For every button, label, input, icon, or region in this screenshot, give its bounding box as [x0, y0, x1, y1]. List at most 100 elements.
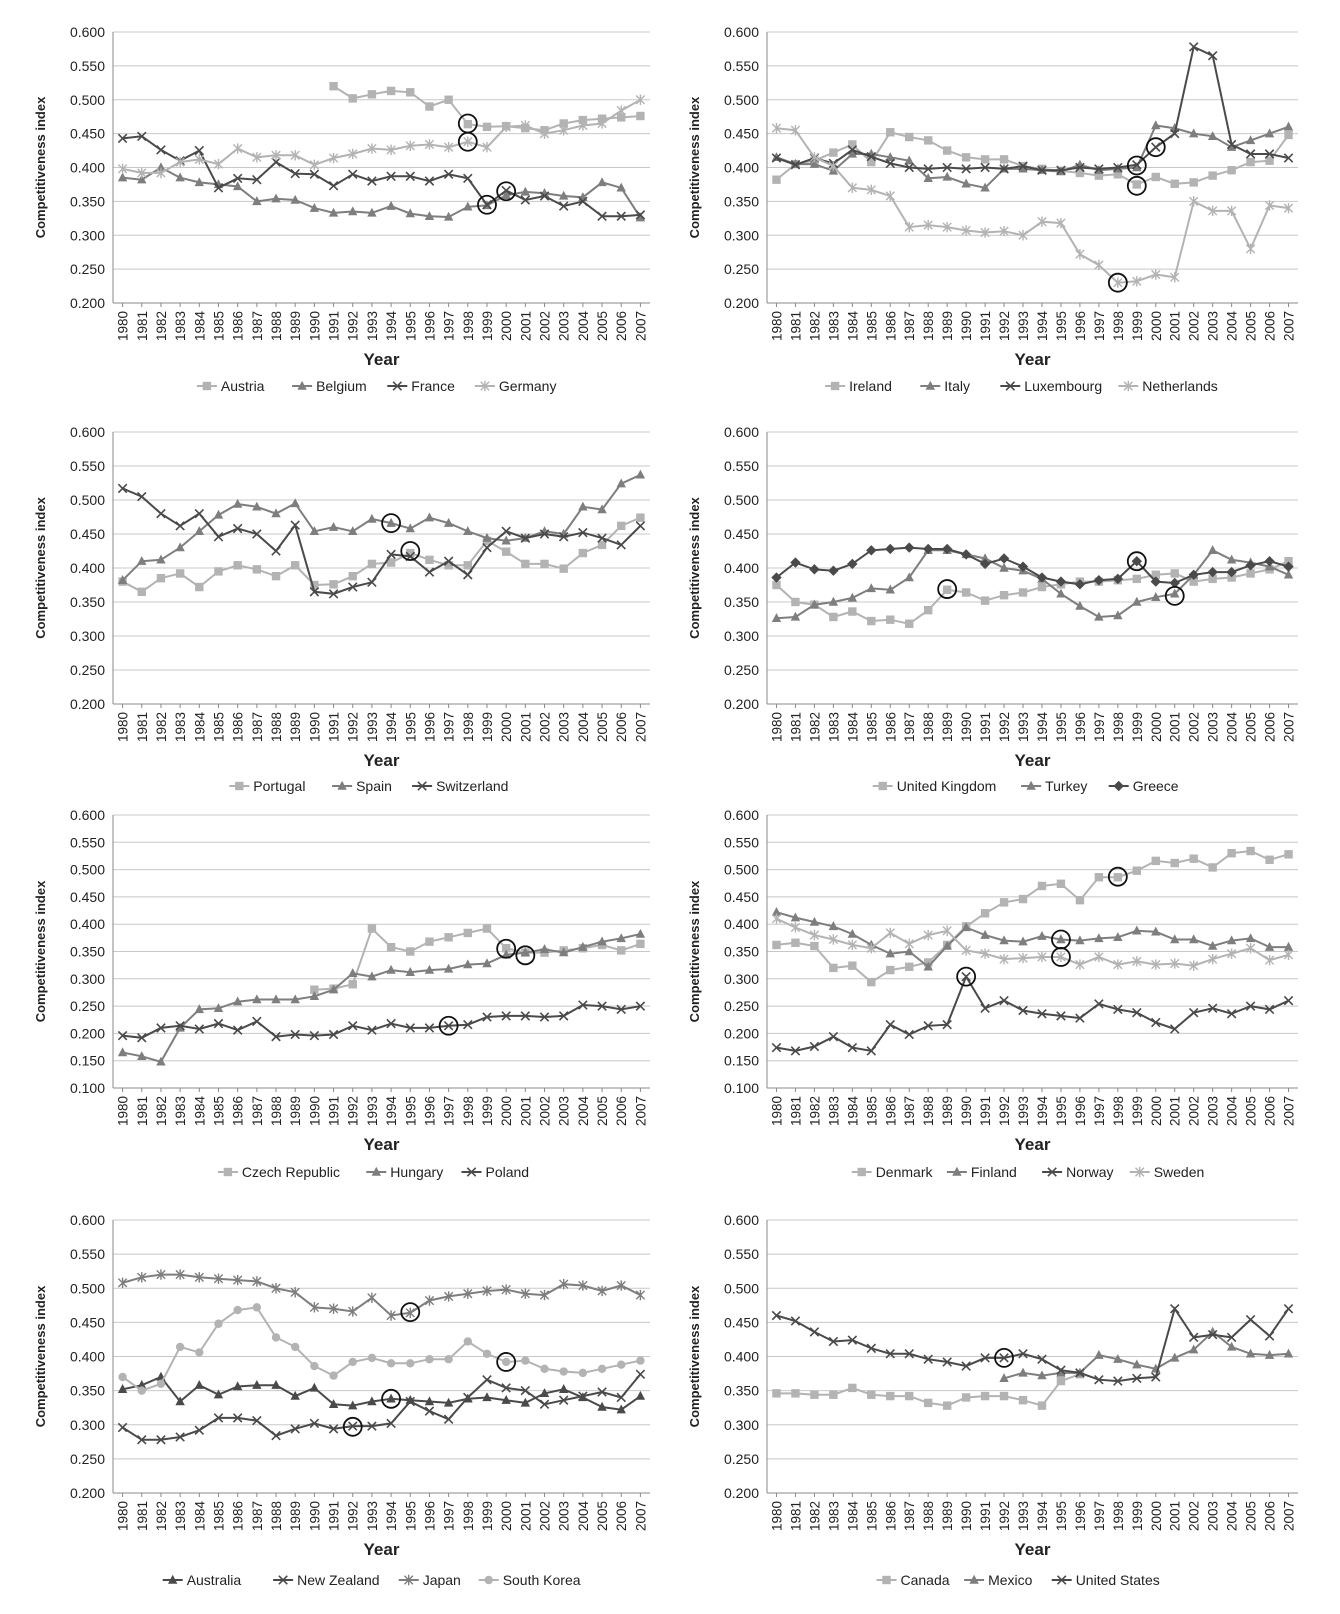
x-tick-label: 2005 [1244, 1096, 1259, 1126]
x-axis-title: Year [364, 1135, 400, 1154]
x-tick-label: 1994 [384, 311, 399, 342]
data-point [1226, 566, 1237, 578]
data-point [999, 562, 1009, 572]
data-point [1132, 160, 1142, 170]
x-tick-label: 1995 [1054, 712, 1069, 742]
data-point [635, 1289, 646, 1301]
data-point [904, 1349, 914, 1359]
data-point [463, 1392, 473, 1403]
data-point [1112, 573, 1124, 585]
x-tick-label: 1985 [211, 712, 226, 742]
y-tick-label: 0.250 [724, 1451, 759, 1467]
legend: United Kingdom Turkey Greece [872, 778, 1179, 794]
y-axis-title: Competitiveness index [33, 880, 48, 1022]
data-point [137, 1051, 147, 1061]
series-line [122, 516, 641, 593]
data-point [866, 184, 876, 196]
y-axis-title: Competitiveness index [687, 96, 702, 238]
y-tick-label: 0.250 [70, 998, 105, 1014]
legend-label: Hungary [390, 1164, 443, 1180]
data-point [790, 912, 801, 922]
x-tick-label: 1988 [921, 712, 936, 742]
data-point [175, 1020, 185, 1031]
data-point [367, 1396, 377, 1406]
highlight-circle [1126, 551, 1147, 572]
data-point [1018, 161, 1028, 171]
x-axis-title: Year [364, 751, 400, 770]
data-point [1018, 588, 1028, 597]
x-tick-label: 2001 [1168, 1501, 1183, 1531]
legend: Canada Mexico United States [876, 1572, 1160, 1588]
data-point [232, 1025, 243, 1035]
data-point [999, 898, 1009, 907]
data-point [1264, 1349, 1275, 1359]
y-tick-label: 0.450 [724, 889, 759, 905]
data-point [980, 1391, 990, 1401]
data-point [1056, 1011, 1066, 1021]
data-point [1245, 943, 1256, 954]
data-point [156, 1379, 166, 1389]
x-tick-label: 1989 [940, 712, 955, 742]
data-point [558, 1395, 569, 1405]
data-point [309, 1302, 320, 1313]
data-point [1208, 574, 1217, 584]
data-point [501, 185, 511, 196]
data-point [290, 194, 300, 204]
data-point [1036, 572, 1048, 583]
chart-panel-5: 0.100 0.150 0.200 0.250 0.300 0.350 0.400 0.450… [33, 807, 650, 1180]
data-point [175, 1432, 185, 1442]
data-point [1264, 149, 1275, 159]
x-tick-label: 1994 [384, 712, 399, 743]
data-point [213, 1389, 224, 1399]
x-tick-label: 1992 [997, 1096, 1012, 1126]
data-point [942, 162, 952, 173]
x-tick-label: 1983 [173, 1501, 188, 1531]
legend-swatch-marker [969, 1574, 979, 1584]
data-point [942, 221, 952, 233]
data-point [1246, 569, 1255, 578]
data-point [885, 927, 895, 939]
data-point [213, 1413, 224, 1423]
x-tick-label: 1996 [422, 1501, 437, 1531]
x-tick-label: 2003 [557, 311, 572, 341]
y-tick-label: 0.450 [70, 889, 105, 905]
data-point [1132, 1007, 1142, 1018]
y-tick-label: 0.400 [724, 1349, 759, 1365]
x-tick-label: 1986 [883, 1501, 898, 1531]
legend-swatch-marker [223, 1167, 233, 1177]
data-point [1170, 858, 1179, 868]
legend-swatch-marker [878, 781, 887, 791]
x-tick-label: 1994 [384, 1096, 399, 1127]
x-tick-label: 2002 [538, 712, 553, 742]
data-point [194, 526, 205, 535]
data-point [1075, 1368, 1085, 1378]
y-tick-label: 0.550 [724, 834, 759, 850]
x-tick-label: 1996 [1073, 712, 1088, 742]
series-canada [772, 1370, 1085, 1410]
data-point [1226, 554, 1237, 564]
highlight-circle [457, 131, 478, 152]
x-tick-label: 1980 [769, 1096, 784, 1126]
data-point [329, 82, 338, 91]
data-point [616, 1280, 626, 1291]
series-greece [771, 542, 1294, 590]
data-point [1283, 1303, 1294, 1314]
highlight-circle [381, 1388, 401, 1409]
x-tick-label: 2006 [614, 712, 629, 742]
data-point [558, 1384, 569, 1393]
data-point [790, 922, 801, 933]
series-line [122, 1003, 641, 1039]
data-point [923, 605, 933, 615]
y-tick-label: 0.550 [70, 1246, 105, 1262]
x-tick-label: 2003 [557, 1501, 572, 1531]
legend-label: France [411, 378, 455, 394]
data-point [866, 1343, 877, 1354]
x-tick-label: 1998 [1111, 1096, 1126, 1126]
series-south-korea [118, 1303, 645, 1395]
data-point [367, 207, 377, 217]
legend-swatch-marker [830, 381, 840, 391]
data-point [635, 1001, 646, 1011]
data-point [1017, 561, 1029, 572]
data-point [347, 169, 358, 180]
